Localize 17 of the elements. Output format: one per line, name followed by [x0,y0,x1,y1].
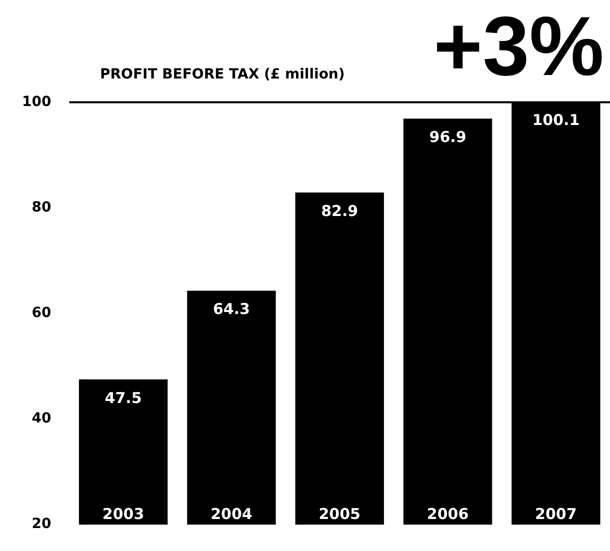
x-tick-label: 2007 [535,504,577,523]
y-tick-label: 80 [32,200,52,216]
data-label: 47.5 [104,388,142,407]
y-tick-label: 100 [22,94,52,110]
y-tick-label: 20 [32,516,52,532]
chart-title: PROFIT BEFORE TAX (£ million) [100,66,345,83]
x-tick-label: 2005 [318,504,360,523]
x-tick-label: 2003 [102,504,144,523]
data-label: 82.9 [321,202,358,220]
text: +3% [434,0,604,94]
x-tick-label: 2004 [210,504,252,523]
data-label: 100.1 [532,111,580,130]
data-label: 96.9 [429,128,466,146]
y-tick-label: 60 [32,305,52,322]
x-tick-label: 2006 [426,504,469,523]
data-label: 64.3 [212,300,250,318]
y-tick-label: 40 [32,410,52,427]
